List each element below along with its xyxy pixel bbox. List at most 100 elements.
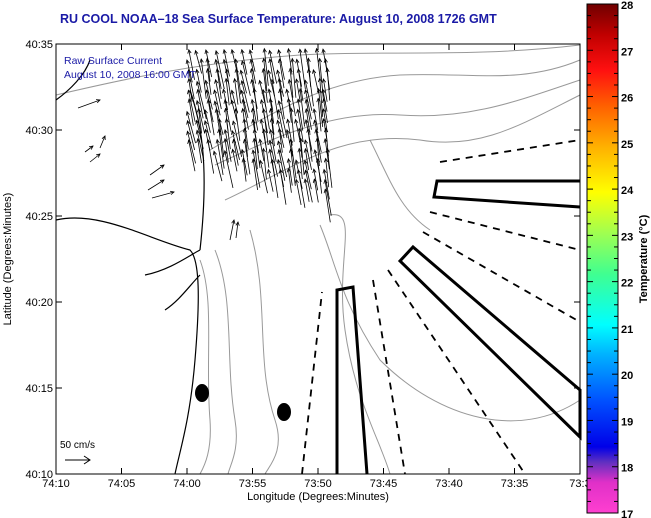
current-vector-head <box>316 87 321 93</box>
current-vector-head <box>267 69 272 75</box>
current-vector-head <box>289 138 294 144</box>
current-vector-head <box>214 108 219 113</box>
current-vector-head <box>222 48 227 54</box>
current-vector <box>243 118 249 150</box>
current-vector <box>304 48 310 72</box>
current-vector <box>233 139 239 166</box>
current-vector-head <box>222 58 227 64</box>
current-vector <box>241 60 251 96</box>
current-vector <box>99 135 106 149</box>
current-vector-head <box>224 77 229 83</box>
current-vector-head <box>297 147 302 153</box>
current-vector <box>319 58 324 100</box>
dashed-transects <box>301 139 581 475</box>
current-vector <box>213 151 223 182</box>
current-vector-head <box>213 100 218 106</box>
overlay-line1: Raw Surface Current <box>64 55 162 67</box>
current-vector <box>304 160 312 190</box>
current-vector <box>218 129 225 169</box>
current-vector <box>186 111 196 144</box>
current-vector <box>224 129 232 162</box>
current-vector-head <box>185 110 190 116</box>
current-vector <box>326 148 333 188</box>
current-vector <box>249 49 256 72</box>
current-vector <box>251 99 259 131</box>
current-vector <box>305 89 312 120</box>
current-vector <box>231 49 238 71</box>
current-vector-head <box>240 80 245 85</box>
current-vector-head <box>252 87 257 93</box>
current-vector <box>298 148 303 180</box>
current-vector <box>287 168 292 193</box>
current-vector <box>312 69 319 94</box>
current-vector <box>304 140 312 170</box>
current-vector <box>267 70 275 97</box>
current-vector <box>324 179 332 216</box>
current-vector <box>262 68 268 103</box>
current-vector-head <box>286 167 291 173</box>
colorbar-tick-label: 23 <box>621 231 633 243</box>
colorbar-tick-label: 19 <box>621 416 633 428</box>
current-vector <box>151 191 175 199</box>
current-vector-head <box>241 107 246 113</box>
current-vector-head <box>286 47 291 53</box>
current-vector-head <box>249 58 254 64</box>
current-vector <box>196 69 202 93</box>
current-vector <box>196 120 204 150</box>
current-vector-head <box>276 69 281 75</box>
current-vector <box>252 108 256 133</box>
current-vector-head <box>321 48 326 54</box>
current-vector <box>290 148 296 186</box>
current-vector <box>89 153 101 163</box>
current-vector-head <box>240 148 245 154</box>
current-vector-head <box>295 58 300 64</box>
current-vector <box>278 149 286 181</box>
current-vector <box>207 68 212 95</box>
current-vector <box>235 108 241 141</box>
current-vector <box>216 139 224 176</box>
current-vector <box>304 148 309 171</box>
y-tick-label: 40:25 <box>25 211 53 223</box>
x-tick-label: 73:45 <box>370 478 398 490</box>
vector-scale-arrow <box>65 455 91 465</box>
current-vector <box>224 99 232 132</box>
current-vector <box>206 90 214 123</box>
current-vector <box>269 58 275 85</box>
current-vector <box>241 80 250 113</box>
current-vector-head <box>186 119 191 125</box>
station-marker <box>277 403 291 421</box>
current-vector-head <box>296 98 301 104</box>
current-vector <box>215 59 222 89</box>
x-axis-label: Longitude (Degrees:Minutes) <box>247 491 389 503</box>
current-vector <box>197 138 202 164</box>
current-vector-head <box>262 47 267 53</box>
current-vector-head <box>312 168 317 174</box>
current-vector <box>188 49 195 80</box>
current-vector-head <box>261 108 267 113</box>
current-vector-head <box>88 145 94 150</box>
current-vector-head <box>270 158 275 164</box>
current-vector <box>269 140 278 177</box>
current-vector-head <box>294 78 300 84</box>
colorbar-tick-label: 24 <box>621 185 634 197</box>
current-vector <box>224 150 234 189</box>
current-vector-head <box>187 48 192 54</box>
current-vector-head <box>317 77 323 83</box>
current-vector-head <box>317 57 323 63</box>
current-vector <box>288 158 293 186</box>
y-axis-label: Latitude (Degrees:Minutes) <box>2 193 14 326</box>
current-vector-head <box>270 78 275 84</box>
current-vector-head <box>261 147 266 153</box>
x-axis: 74:10 74:05 74:00 73:55 73:50 73:45 73:40 73:35… <box>42 44 591 490</box>
current-vector-head <box>252 128 257 134</box>
current-vector <box>226 118 231 150</box>
current-vector-head <box>288 67 293 73</box>
current-vector-head <box>199 58 204 63</box>
current-vector-head <box>286 118 291 124</box>
y-tick-label: 40:15 <box>25 383 53 395</box>
current-vector-head <box>195 80 200 86</box>
current-vector-head <box>230 89 235 95</box>
y-tick-label: 40:10 <box>25 469 53 481</box>
current-vector-head <box>231 148 236 154</box>
current-vector-head <box>214 58 219 64</box>
